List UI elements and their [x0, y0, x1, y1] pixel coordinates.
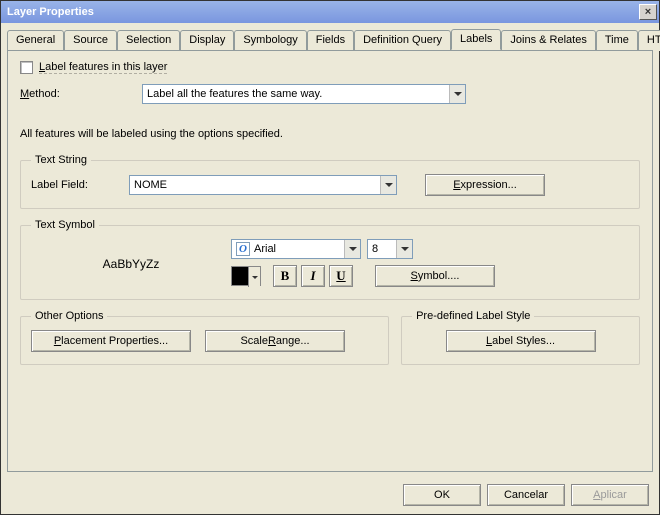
tab-general[interactable]: General	[7, 30, 64, 51]
underline-button[interactable]: U	[329, 265, 353, 287]
other-options-group: Other Options Placement Properties... Sc…	[20, 310, 389, 365]
method-dropdown[interactable]: Label all the features the same way.	[142, 84, 466, 104]
predefined-style-group: Pre-defined Label Style Label Styles...	[401, 310, 640, 365]
dialog-window: Layer Properties × General Source Select…	[0, 0, 660, 515]
label-features-checkbox[interactable]	[20, 61, 33, 74]
italic-button[interactable]: I	[301, 265, 325, 287]
label-styles-button[interactable]: Label Styles...	[446, 330, 596, 352]
text-symbol-legend: Text Symbol	[31, 219, 99, 231]
font-value: Arial	[254, 243, 276, 255]
label-field-dropdown[interactable]: NOME	[129, 175, 397, 195]
tab-fields[interactable]: Fields	[307, 30, 354, 51]
chevron-down-icon	[248, 267, 260, 287]
color-picker[interactable]	[231, 266, 261, 286]
text-string-group: Text String Label Field: NOME Expression…	[20, 154, 640, 209]
tab-symbology[interactable]: Symbology	[234, 30, 306, 51]
note-text: All features will be labeled using the o…	[20, 128, 640, 140]
tab-display[interactable]: Display	[180, 30, 234, 51]
chevron-down-icon	[380, 176, 396, 194]
method-value: Label all the features the same way.	[147, 88, 322, 100]
label-features-label: Label features in this layer	[39, 61, 167, 74]
tab-selection[interactable]: Selection	[117, 30, 180, 51]
tabs: General Source Selection Display Symbolo…	[7, 29, 653, 50]
chevron-down-icon	[344, 240, 360, 258]
apply-button[interactable]: Aplicar	[571, 484, 649, 506]
bold-button[interactable]: B	[273, 265, 297, 287]
tab-html-popup[interactable]: HTML Popup	[638, 30, 660, 51]
label-field-label: Label Field:	[31, 179, 129, 191]
other-options-legend: Other Options	[31, 310, 107, 322]
truetype-icon: O	[236, 242, 250, 256]
titlebar: Layer Properties ×	[1, 1, 659, 23]
ok-button[interactable]: OK	[403, 484, 481, 506]
chevron-down-icon	[396, 240, 412, 258]
method-label: Method:	[20, 88, 84, 100]
size-dropdown[interactable]: 8	[367, 239, 413, 259]
label-field-value: NOME	[134, 179, 167, 191]
tab-joins-relates[interactable]: Joins & Relates	[501, 30, 595, 51]
chevron-down-icon	[449, 85, 465, 103]
placement-properties-button[interactable]: Placement Properties...	[31, 330, 191, 352]
tab-source[interactable]: Source	[64, 30, 117, 51]
tab-panel: Label features in this layer Method: Lab…	[7, 50, 653, 472]
label-features-row: Label features in this layer	[20, 61, 640, 74]
size-value: 8	[372, 243, 378, 255]
sample-text: AaBbYyZz	[103, 257, 160, 271]
close-icon[interactable]: ×	[639, 4, 657, 20]
scale-range-button[interactable]: Scale Range...	[205, 330, 345, 352]
text-symbol-group: Text Symbol AaBbYyZz O Arial 8	[20, 219, 640, 300]
method-row: Method: Label all the features the same …	[20, 84, 640, 104]
window-title: Layer Properties	[7, 6, 94, 18]
text-string-legend: Text String	[31, 154, 91, 166]
tab-definition-query[interactable]: Definition Query	[354, 30, 451, 51]
font-dropdown[interactable]: O Arial	[231, 239, 361, 259]
expression-button[interactable]: Expression...	[425, 174, 545, 196]
symbol-button[interactable]: Symbol....	[375, 265, 495, 287]
tab-time[interactable]: Time	[596, 30, 638, 51]
dialog-footer: OK Cancelar Aplicar	[1, 478, 659, 514]
cancel-button[interactable]: Cancelar	[487, 484, 565, 506]
predefined-style-legend: Pre-defined Label Style	[412, 310, 534, 322]
tab-labels[interactable]: Labels	[451, 29, 501, 50]
